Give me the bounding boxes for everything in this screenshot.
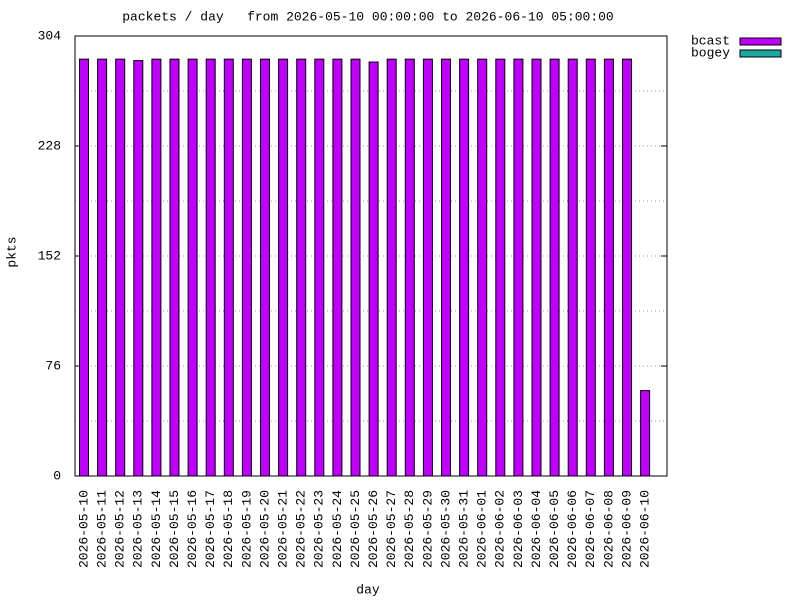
x-tick-label: 2026-05-28	[402, 490, 417, 568]
x-axis-label: day	[356, 582, 380, 597]
x-tick-label: 2026-06-03	[511, 490, 526, 568]
bar	[477, 58, 488, 477]
x-tick-label: 2026-05-10	[76, 490, 91, 568]
x-tick-label: 2026-06-08	[601, 490, 616, 568]
bar	[278, 58, 289, 477]
x-tick-label: 2026-05-31	[457, 490, 472, 568]
bar	[97, 58, 108, 477]
bar	[585, 58, 596, 477]
x-tick-label: 2026-05-17	[203, 490, 218, 568]
bar	[350, 58, 361, 477]
bar	[549, 58, 560, 477]
bar	[296, 58, 307, 477]
bar	[314, 58, 325, 477]
bar	[531, 58, 542, 477]
bar	[260, 58, 270, 477]
x-tick-label: 2026-06-04	[529, 490, 544, 568]
legend-swatch	[739, 37, 782, 46]
x-tick-label: 2026-05-30	[438, 490, 453, 568]
x-tick-label: 2026-05-27	[384, 490, 399, 568]
x-tick-label: 2026-05-22	[294, 490, 309, 568]
x-tick-label: 2026-05-21	[276, 490, 291, 568]
y-tick-label: 228	[38, 138, 61, 153]
bar	[115, 58, 126, 477]
bar	[441, 58, 451, 477]
x-tick-label: 2026-05-14	[149, 490, 164, 568]
bar	[205, 58, 216, 477]
x-tick-label: 2026-05-18	[221, 490, 236, 568]
x-tick-label: 2026-05-12	[113, 490, 128, 568]
bar	[368, 61, 379, 477]
x-tick-label: 2026-06-09	[619, 490, 634, 568]
chart-title: packets / day from 2026-05-10 00:00:00 t…	[122, 9, 613, 24]
bar	[603, 58, 614, 477]
bar	[332, 58, 343, 477]
bar	[223, 58, 234, 477]
bar	[622, 58, 632, 477]
bar	[513, 58, 524, 477]
x-tick-label: 2026-05-11	[95, 490, 110, 568]
legend-label: bcast	[691, 33, 730, 48]
bar	[404, 58, 415, 477]
bar	[640, 390, 651, 477]
bar	[151, 58, 162, 477]
bar	[169, 58, 180, 477]
bar	[133, 60, 144, 477]
x-tick-label: 2026-05-13	[131, 490, 146, 568]
x-tick-label: 2026-05-20	[257, 490, 272, 568]
y-tick-label: 76	[45, 358, 61, 373]
bar	[422, 58, 433, 477]
x-tick-label: 2026-05-26	[366, 490, 381, 568]
bar	[187, 58, 198, 477]
x-tick-label: 2026-05-19	[239, 490, 254, 568]
x-tick-label: 2026-05-23	[312, 490, 327, 568]
x-tick-label: 2026-05-16	[185, 490, 200, 568]
x-tick-label: 2026-06-10	[638, 490, 653, 568]
x-tick-label: 2026-05-25	[348, 490, 363, 568]
x-tick-label: 2026-06-05	[547, 490, 562, 568]
x-tick-label: 2026-06-02	[493, 490, 508, 568]
legend-swatch	[739, 49, 782, 58]
bar	[495, 58, 506, 477]
bar	[79, 58, 89, 477]
legend-label: bogey	[691, 45, 730, 60]
bar	[567, 58, 578, 477]
y-tick-label: 0	[53, 468, 61, 483]
x-tick-label: 2026-06-06	[565, 490, 580, 568]
y-axis-label: pkts	[4, 236, 19, 267]
x-tick-label: 2026-06-07	[583, 490, 598, 568]
x-tick-label: 2026-05-15	[167, 490, 182, 568]
bar	[241, 58, 252, 477]
bar	[386, 58, 397, 477]
x-tick-label: 2026-05-24	[330, 490, 345, 568]
x-tick-label: 2026-05-29	[420, 490, 435, 568]
y-tick-label: 152	[38, 248, 61, 263]
x-tick-label: 2026-06-01	[475, 490, 490, 568]
bar	[459, 58, 470, 477]
y-tick-label: 304	[38, 28, 62, 43]
